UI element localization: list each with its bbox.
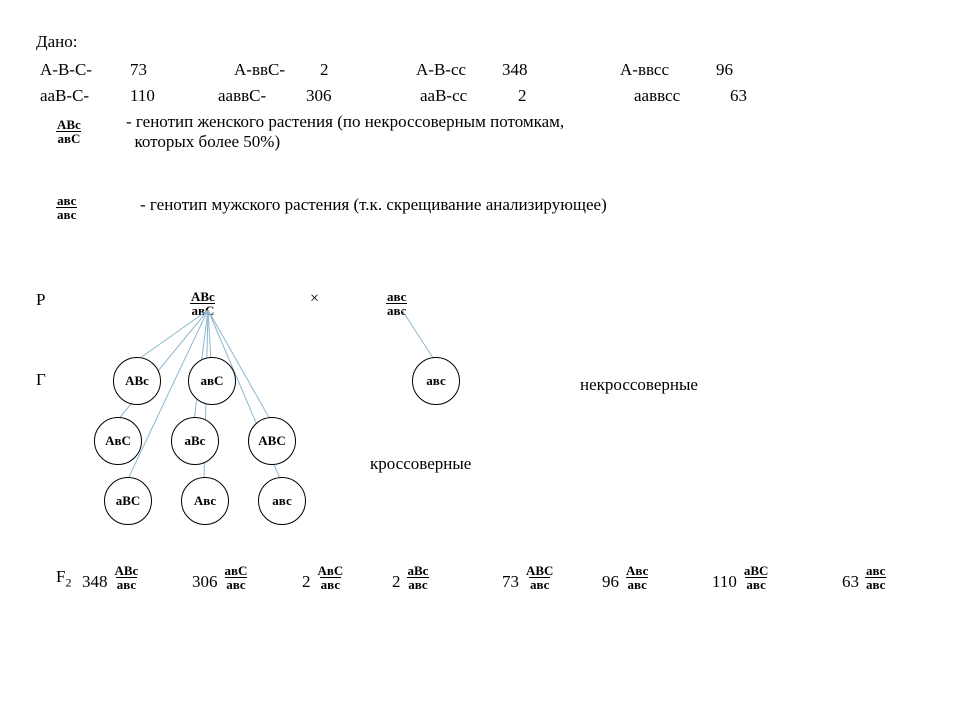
label-f2: F2 [56,567,71,590]
gamete-circle: авс [412,357,460,405]
f2-item: 2 АвСавс [302,560,344,591]
f2-item: 73 АВСавс [502,560,554,591]
gamete-circle: АвС [94,417,142,465]
f2-count: 2 [392,572,401,592]
f2-count: 63 [842,572,859,592]
f2-genotype: АвСавс [317,564,345,591]
f2-count: 110 [712,572,737,592]
f2-genotype: Авсавс [625,564,649,591]
f2-genotype: авсавс [865,564,886,591]
gamete-circle: аВс [171,417,219,465]
f2-container: 348 АВсавс 306 авСавс 2 АвСавс 2 аВсавс 73 АВСавс… [82,560,952,600]
crossover-label: кроссоверные [370,454,471,474]
gamete-circle: АВС [248,417,296,465]
f2-genotype: авСавс [224,564,249,591]
gamete-circle: АВс [113,357,161,405]
f2-count: 73 [502,572,519,592]
f2-item: 348 АВсавс [82,560,139,591]
f2-item: 96 Авсавс [602,560,649,591]
f2-item: 110 аВСавс [712,560,769,591]
f2-count: 348 [82,572,108,592]
gamete-circle: аВС [104,477,152,525]
f2-item: 306 авСавс [192,560,248,591]
f2-count: 2 [302,572,311,592]
f2-count: 96 [602,572,619,592]
f2-genotype: АВсавс [114,564,140,591]
f2-genotype: аВсавс [407,564,430,591]
gamete-circle: авс [258,477,306,525]
f2-item: 63 авсавс [842,560,886,591]
gamete-circle: авС [188,357,236,405]
f2-genotype: АВСавс [525,564,554,591]
f2-item: 2 аВсавс [392,560,429,591]
f2-count: 306 [192,572,218,592]
f2-genotype: аВСавс [743,564,770,591]
gamete-circle: Авс [181,477,229,525]
noncrossover-label: некроссоверные [580,375,698,395]
